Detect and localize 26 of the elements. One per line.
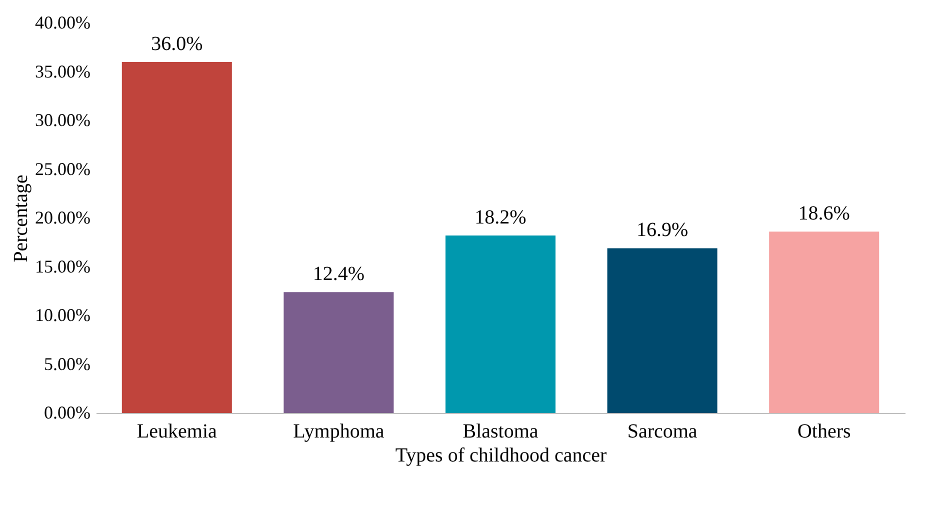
y-tick-label: 15.00% [35, 256, 90, 276]
x-tick-label: Leukemia [136, 420, 217, 442]
bar [607, 248, 718, 413]
x-tick-label: Sarcoma [627, 420, 698, 442]
x-axis-title: Types of childhood cancer [395, 444, 607, 466]
bar [445, 236, 556, 413]
y-tick-label: 25.00% [35, 158, 90, 179]
y-tick-label: 20.00% [35, 208, 90, 228]
y-tick-label: 30.00% [35, 110, 90, 130]
bar [284, 292, 394, 413]
bar [122, 62, 232, 413]
y-tick-label: 5.00% [44, 354, 90, 374]
data-label: 18.2% [474, 206, 526, 229]
bar [769, 232, 880, 413]
y-tick-label: 10.00% [35, 305, 90, 325]
y-tick-label: 0.00% [44, 402, 90, 422]
data-label: 36.0% [151, 33, 203, 55]
x-tick-label: Others [797, 420, 851, 442]
data-label: 12.4% [312, 263, 365, 286]
x-tick-label: Blastoma [462, 420, 538, 442]
x-tick-label: Lymphoma [293, 420, 384, 442]
y-tick-label: 40.00% [35, 12, 90, 32]
data-label: 16.9% [636, 219, 688, 242]
data-label: 18.6% [798, 202, 850, 225]
y-axis-title: Percentage [10, 174, 32, 262]
y-tick-label: 35.00% [35, 61, 90, 82]
